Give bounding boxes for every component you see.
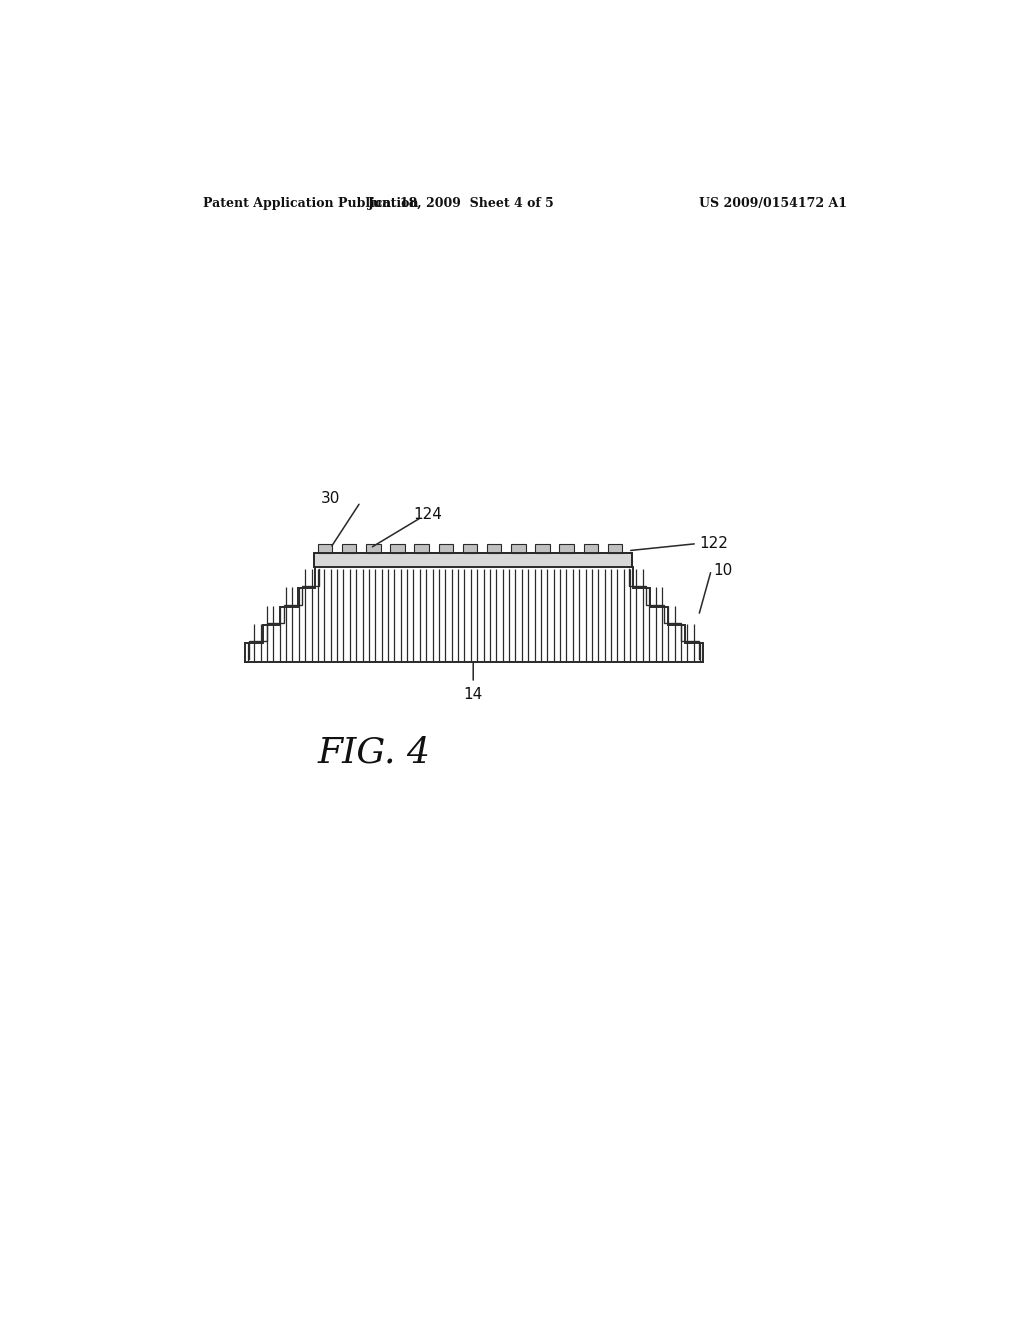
Bar (317, 544, 332, 553)
Bar (584, 544, 598, 553)
Bar (486, 544, 502, 553)
Bar (342, 544, 356, 553)
Text: 10: 10 (714, 562, 733, 578)
Bar (415, 544, 429, 553)
Text: 122: 122 (699, 536, 728, 552)
Text: 124: 124 (414, 507, 442, 521)
Bar (511, 544, 525, 553)
Bar (390, 544, 404, 553)
Bar (366, 544, 381, 553)
Bar (463, 544, 477, 553)
Bar (559, 544, 573, 553)
Text: 30: 30 (322, 491, 341, 507)
Bar (314, 553, 632, 568)
Bar (438, 544, 453, 553)
Text: 14: 14 (464, 686, 483, 702)
Bar (608, 544, 623, 553)
Text: FIG. 4: FIG. 4 (317, 737, 430, 770)
Bar (536, 544, 550, 553)
Text: Jun. 18, 2009  Sheet 4 of 5: Jun. 18, 2009 Sheet 4 of 5 (368, 197, 555, 210)
Text: US 2009/0154172 A1: US 2009/0154172 A1 (699, 197, 848, 210)
Text: Patent Application Publication: Patent Application Publication (204, 197, 419, 210)
